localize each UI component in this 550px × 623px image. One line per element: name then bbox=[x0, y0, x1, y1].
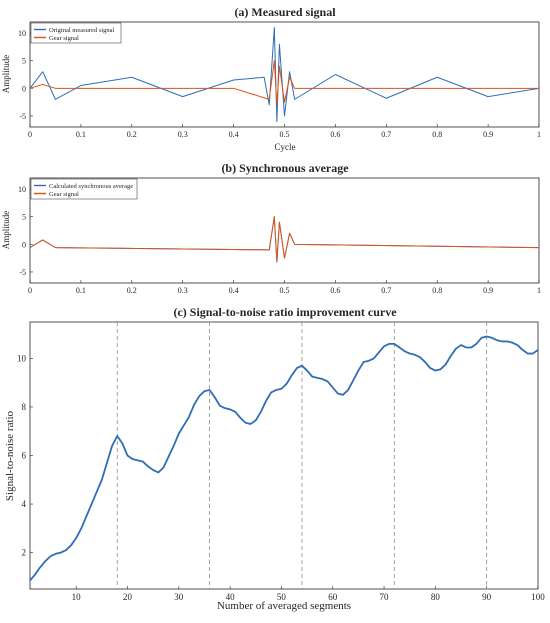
panel-a-title: (a) Measured signal bbox=[234, 5, 336, 19]
series-line-1 bbox=[29, 216, 540, 263]
y-tick-label: 10 bbox=[17, 353, 27, 363]
panel-a-xlabel: Cycle bbox=[275, 142, 296, 152]
y-tick-label: 4 bbox=[22, 499, 27, 509]
y-tick-label: 0 bbox=[22, 84, 26, 93]
y-tick-label: 0 bbox=[22, 240, 26, 249]
x-tick-label: 0.7 bbox=[381, 286, 391, 295]
panel-b-ylabel: Amplitude bbox=[1, 211, 11, 250]
x-tick-label: 20 bbox=[123, 592, 133, 602]
x-tick-label: 0.1 bbox=[76, 286, 86, 295]
x-tick-label: 0 bbox=[28, 130, 32, 139]
panel-a-legend-box bbox=[30, 22, 122, 44]
panel-b-title: (b) Synchronous average bbox=[221, 161, 349, 175]
x-tick-label: 0.5 bbox=[280, 286, 290, 295]
x-tick-label: 0.2 bbox=[127, 130, 137, 139]
panel-synchronous-average: (b) Synchronous average 0 0.1 0.2 0.3 0.4 0.5… bbox=[1, 161, 541, 295]
x-tick-label: 0.8 bbox=[432, 286, 442, 295]
x-tick-label: 0.4 bbox=[229, 130, 239, 139]
panel-measured-signal: (a) Measured signal 0 0.1 0.2 0.3 0.4 0.5 0.6 0… bbox=[1, 5, 541, 152]
y-tick-label: 6 bbox=[22, 451, 27, 461]
legend-label-gear-b: Gear signal bbox=[49, 191, 79, 198]
panel-b-legend: Calculated synchronous average Gear sign… bbox=[30, 178, 138, 200]
x-tick-label: 30 bbox=[174, 592, 184, 602]
x-tick-label: 0.6 bbox=[330, 130, 340, 139]
panel-c-ticks: 10 20 30 40 50 60 70 80 90 100 2 4 6 8 10 bbox=[17, 353, 545, 602]
x-tick-label: 90 bbox=[482, 592, 492, 602]
x-tick-label: 0.9 bbox=[483, 130, 493, 139]
y-tick-label: -5 bbox=[19, 112, 26, 121]
x-tick-label: 0.8 bbox=[432, 130, 442, 139]
x-tick-label: 100 bbox=[531, 592, 545, 602]
series-line-1 bbox=[29, 60, 539, 106]
x-tick-label: 0.2 bbox=[127, 286, 137, 295]
y-tick-label: 10 bbox=[18, 185, 26, 194]
x-tick-label: 0.3 bbox=[178, 130, 188, 139]
x-tick-label: 70 bbox=[380, 592, 390, 602]
x-tick-label: 0.1 bbox=[76, 130, 86, 139]
x-tick-label: 1 bbox=[537, 286, 541, 295]
x-tick-label: 0.6 bbox=[330, 286, 340, 295]
x-tick-label: 0.9 bbox=[483, 286, 493, 295]
x-tick-label: 0.4 bbox=[229, 286, 239, 295]
x-tick-label: 0.7 bbox=[381, 130, 391, 139]
panel-b-series bbox=[29, 216, 540, 263]
y-tick-label: 8 bbox=[22, 402, 27, 412]
panel-a-ylabel: Amplitude bbox=[1, 55, 11, 94]
x-tick-label: 50 bbox=[277, 592, 287, 602]
panel-c-ylabel: Signal-to-noise ratio bbox=[4, 410, 16, 501]
y-tick-label: 10 bbox=[18, 29, 26, 38]
y-tick-label: -5 bbox=[19, 268, 26, 277]
panel-c-series bbox=[29, 335, 539, 582]
x-tick-label: 60 bbox=[328, 592, 338, 602]
legend-label-original: Original measured signal bbox=[49, 27, 115, 34]
x-tick-label: 0 bbox=[28, 286, 32, 295]
panel-c-xlabel: Number of averaged segments bbox=[217, 600, 351, 612]
x-tick-label: 40 bbox=[226, 592, 236, 602]
x-tick-label: 0.3 bbox=[178, 286, 188, 295]
x-tick-label: 1 bbox=[537, 130, 541, 139]
panel-c-title: (c) Signal-to-noise ratio improvement cu… bbox=[173, 305, 397, 319]
panel-a-series bbox=[29, 27, 540, 122]
legend-label-sync-avg: Calculated synchronous average bbox=[49, 183, 133, 190]
x-tick-label: 0.5 bbox=[280, 130, 290, 139]
y-tick-label: 2 bbox=[22, 548, 27, 558]
panel-c-axes-box bbox=[29, 321, 539, 590]
x-tick-label: 80 bbox=[431, 592, 441, 602]
panel-a-legend: Original measured signal Gear signal bbox=[30, 22, 122, 44]
panel-snr-curve: (c) Signal-to-noise ratio improvement cu… bbox=[4, 305, 545, 612]
panel-b-legend-box bbox=[30, 178, 138, 200]
series-line-0 bbox=[29, 335, 539, 582]
y-tick-label: 5 bbox=[22, 213, 26, 222]
legend-label-gear-a: Gear signal bbox=[49, 35, 79, 42]
x-tick-label: 10 bbox=[72, 592, 82, 602]
y-tick-label: 5 bbox=[22, 57, 26, 66]
